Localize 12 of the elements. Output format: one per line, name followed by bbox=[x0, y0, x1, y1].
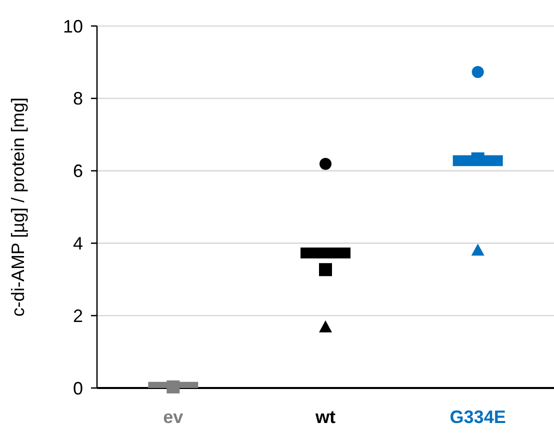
point bbox=[166, 380, 180, 394]
x-tick-label: wt bbox=[314, 407, 336, 427]
y-tick-label: 4 bbox=[72, 234, 83, 254]
y-tick-label: 8 bbox=[72, 88, 83, 109]
y-tick-label: 6 bbox=[72, 161, 83, 182]
y-tick-label: 10 bbox=[62, 16, 83, 36]
x-tick-label: G334E bbox=[450, 407, 506, 427]
y-tick-label: 0 bbox=[72, 378, 83, 398]
x-tick-label: ev bbox=[163, 407, 184, 427]
bar bbox=[300, 248, 350, 258]
y-tick-label: 2 bbox=[72, 306, 83, 326]
y-axis-title: c-di-AMP [µg] / protein [mg] bbox=[8, 97, 28, 317]
